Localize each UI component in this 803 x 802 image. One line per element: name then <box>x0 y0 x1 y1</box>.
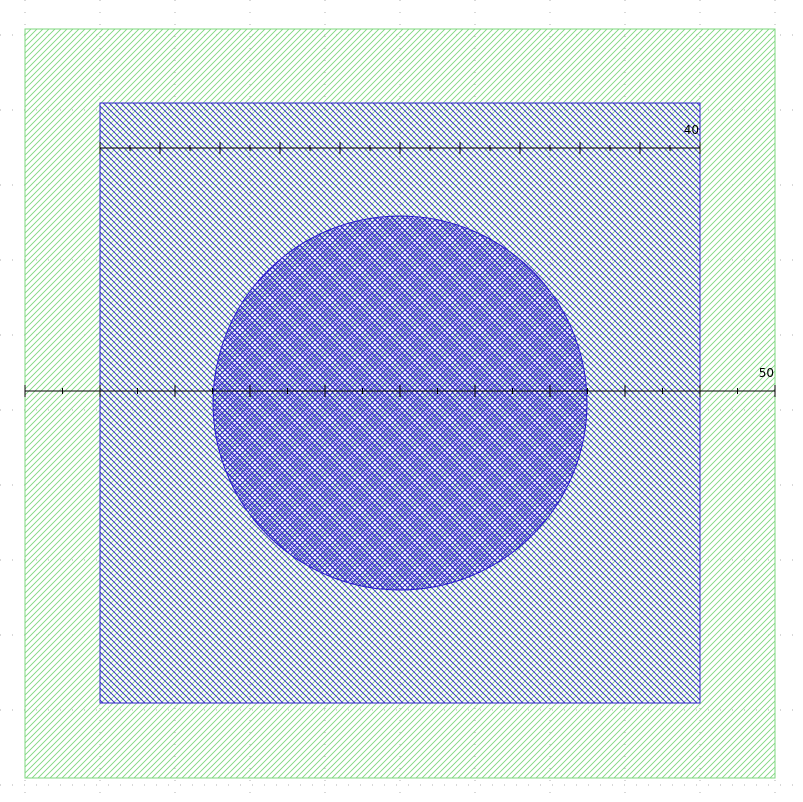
horizontal-axis-ticks <box>24 385 776 397</box>
top-axis-end-label: 40 <box>684 123 699 137</box>
circle-region <box>212 215 588 591</box>
horizontal-axis: 50 <box>24 366 776 397</box>
horizontal-axis-end-label: 50 <box>759 366 774 380</box>
top-axis: 40 <box>99 123 701 154</box>
top-axis-ticks <box>99 142 701 154</box>
